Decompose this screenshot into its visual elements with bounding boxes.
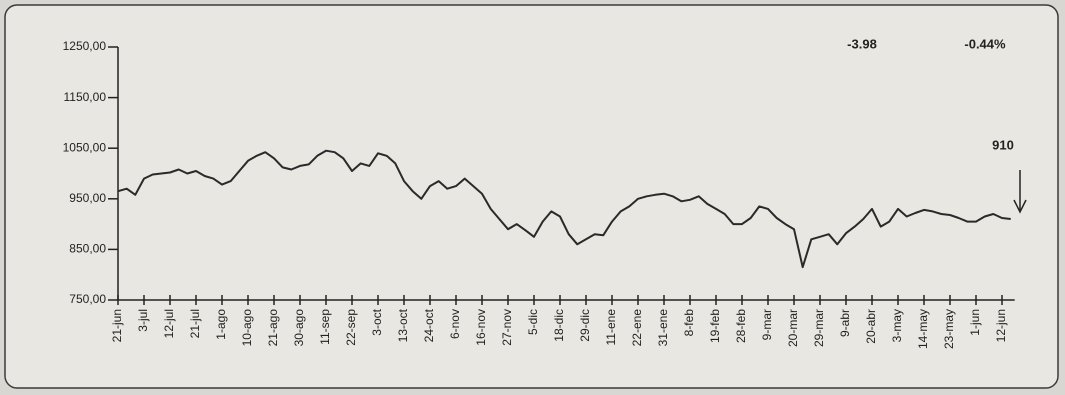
x-tick-label: 27-nov (500, 309, 514, 346)
x-tick-label: 28-feb (734, 309, 748, 343)
x-tick-label: 8-feb (682, 309, 696, 337)
x-tick-label: 9-mar (760, 309, 774, 340)
x-tick-label: 20-abr (864, 309, 878, 344)
y-tick-label: 850,00 (69, 242, 106, 256)
x-tick-label: 6-nov (448, 309, 462, 339)
x-tick-label: 22-sep (344, 309, 358, 346)
x-tick-label: 3-jul (136, 309, 150, 332)
x-tick-label: 1-jun (968, 309, 982, 336)
x-tick-label: 21-jun (110, 309, 124, 342)
x-tick-label: 22-ene (630, 309, 644, 347)
annotation: -0.44% (964, 36, 1006, 51)
x-tick-label: 3-may (890, 309, 904, 342)
x-tick-label: 18-dic (552, 309, 566, 342)
x-tick-label: 1-ago (214, 309, 228, 340)
x-tick-label: 21-ago (266, 309, 280, 347)
x-tick-label: 20-mar (786, 309, 800, 347)
x-tick-label: 11-sep (318, 309, 332, 345)
x-tick-label: 10-ago (240, 309, 254, 347)
y-tick-label: 1150,00 (64, 90, 107, 104)
x-tick-label: 19-feb (708, 309, 722, 343)
x-tick-label: 30-ago (292, 309, 306, 347)
x-tick-label: 3-oct (370, 308, 384, 335)
x-tick-label: 16-nov (474, 309, 488, 346)
y-tick-label: 1050,00 (63, 140, 107, 154)
annotation: 910 (992, 137, 1014, 152)
x-tick-label: 29-mar (812, 309, 826, 347)
annotation: -3.98 (847, 36, 877, 51)
x-tick-label: 11-ene (604, 309, 618, 346)
y-tick-label: 1250,00 (63, 39, 107, 53)
x-tick-label: 5-dic (526, 309, 540, 335)
x-tick-label: 12-jun (994, 309, 1008, 342)
x-tick-label: 13-oct (396, 308, 410, 342)
arrow-head (1013, 199, 1027, 214)
x-tick-label: 31-ene (656, 309, 670, 347)
x-tick-label: 9-abr (838, 309, 852, 337)
x-tick-label: 23-may (942, 309, 956, 349)
y-tick-label: 950,00 (69, 191, 106, 205)
x-tick-label: 14-may (916, 309, 930, 349)
x-tick-label: 21-jul (188, 309, 202, 338)
frame (4, 4, 1059, 389)
y-tick-label: 750,00 (69, 292, 106, 306)
x-tick-label: 24-oct (422, 308, 436, 342)
line (117, 149, 1011, 269)
x-tick-label: 12-jul (162, 309, 176, 338)
x-tick-label: 29-dic (578, 309, 592, 342)
